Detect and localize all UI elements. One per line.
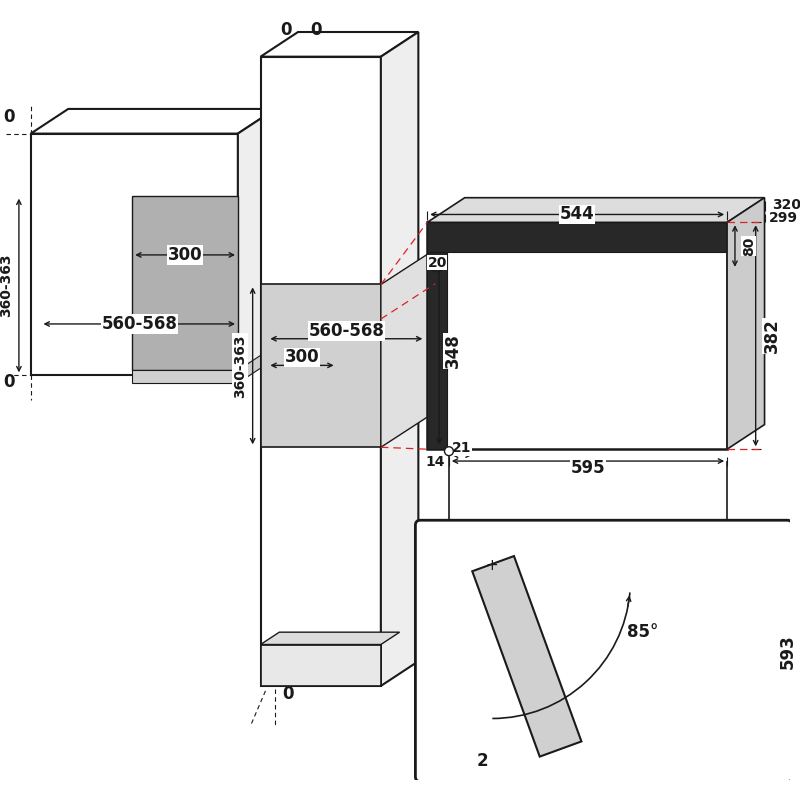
Text: 80: 80 <box>742 236 756 256</box>
Polygon shape <box>132 371 238 383</box>
Text: 382: 382 <box>762 319 781 353</box>
Text: 560-568: 560-568 <box>102 315 177 333</box>
Polygon shape <box>727 198 765 449</box>
Text: 14: 14 <box>426 455 445 469</box>
Text: 2: 2 <box>477 752 488 770</box>
Polygon shape <box>30 133 238 375</box>
FancyBboxPatch shape <box>415 520 792 782</box>
Text: 0: 0 <box>3 373 14 391</box>
Text: 0: 0 <box>281 21 292 39</box>
Text: 560-568: 560-568 <box>309 322 384 340</box>
Text: 0: 0 <box>3 108 14 126</box>
Polygon shape <box>261 57 381 686</box>
Text: 0: 0 <box>282 685 294 703</box>
Text: +: + <box>485 558 498 573</box>
Text: 300: 300 <box>168 246 202 264</box>
Polygon shape <box>427 222 727 252</box>
Polygon shape <box>472 556 582 757</box>
Text: 348: 348 <box>444 333 462 368</box>
Text: 544: 544 <box>560 206 594 224</box>
Polygon shape <box>261 284 381 447</box>
Text: 360-363: 360-363 <box>0 254 13 317</box>
Text: 85°: 85° <box>626 623 658 641</box>
Polygon shape <box>427 252 447 449</box>
Polygon shape <box>238 345 275 383</box>
Text: 0: 0 <box>310 21 322 39</box>
Polygon shape <box>427 198 765 222</box>
Polygon shape <box>261 632 400 644</box>
Text: 20: 20 <box>427 256 446 270</box>
Polygon shape <box>427 222 727 449</box>
Text: 320: 320 <box>772 198 800 212</box>
Text: 299: 299 <box>769 211 798 225</box>
Polygon shape <box>381 32 418 686</box>
Text: 300: 300 <box>285 349 319 367</box>
Circle shape <box>445 447 454 455</box>
Text: 593: 593 <box>779 634 798 669</box>
Text: 21: 21 <box>452 441 471 455</box>
Text: 360-363: 360-363 <box>233 334 247 398</box>
Text: 595: 595 <box>570 459 606 477</box>
Polygon shape <box>381 250 435 447</box>
Polygon shape <box>261 32 418 57</box>
Polygon shape <box>132 195 238 371</box>
Polygon shape <box>261 644 381 686</box>
Polygon shape <box>30 109 275 133</box>
Polygon shape <box>238 109 275 375</box>
